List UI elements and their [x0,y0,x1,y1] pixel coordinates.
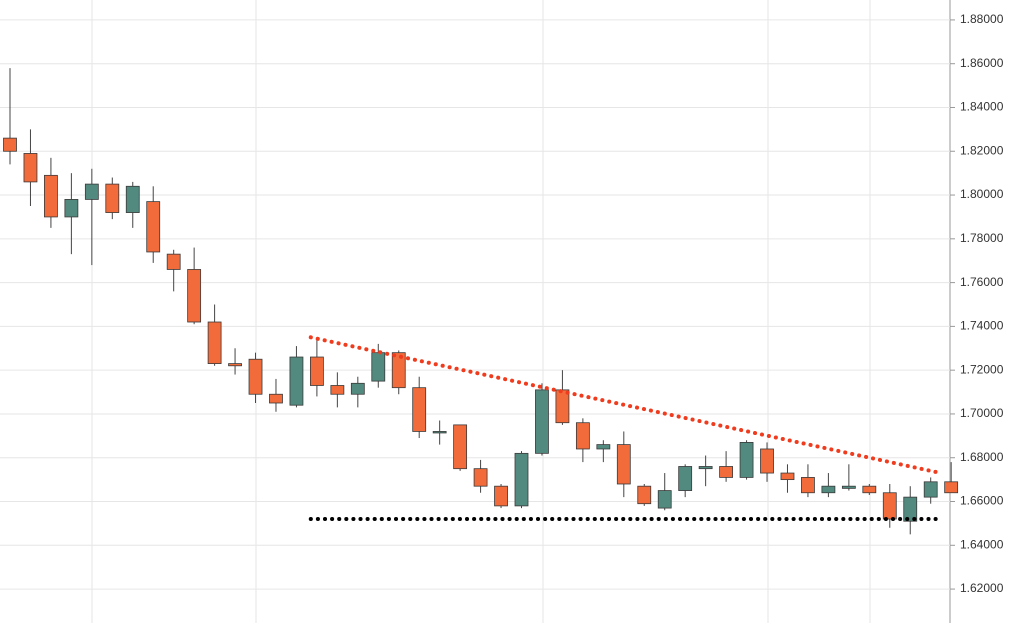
candle-body [207,321,222,364]
y-tick-label: 1.84000 [960,100,1004,114]
y-tick-label: 1.86000 [960,56,1004,70]
candle-body [535,389,549,454]
candle-body [657,490,672,509]
y-tick-label: 1.78000 [960,231,1004,245]
candle-body [166,253,181,270]
y-tick-label: 1.66000 [960,494,1004,508]
candle-body [269,393,283,404]
candle-body [903,496,918,522]
candle-body [596,444,611,450]
candle-body [84,183,99,200]
candle-body [698,466,713,470]
y-tick-label: 1.80000 [960,187,1004,201]
y-tick-label: 1.82000 [960,143,1004,157]
y-tick-label: 1.62000 [960,581,1004,595]
candle-body [616,444,631,485]
candle-body [289,356,304,406]
candle-body [412,387,427,432]
candle-body [3,137,17,152]
candle-body [391,352,406,389]
candle-body [575,422,590,450]
candle-body [432,431,447,434]
candle-body [494,485,508,507]
candle-body [248,358,263,395]
y-tick-label: 1.88000 [960,12,1004,26]
candle-body [719,466,733,478]
candle-body [105,183,120,213]
candle-body [23,153,38,183]
y-tick-label: 1.68000 [960,450,1004,464]
candle-body [514,452,529,507]
candle-body [228,363,242,367]
y-tick-label: 1.76000 [960,275,1004,289]
candle-body [923,481,938,498]
candle-body [678,466,693,491]
candle-body [780,472,795,481]
candle-body [637,485,652,505]
candle-body [309,356,324,386]
trend-line [308,335,943,476]
candle-body [125,185,140,213]
candle-body [453,424,468,470]
candle-body [64,199,79,218]
candle-body [350,382,365,395]
x-grid [91,0,871,623]
candle-body [473,468,488,487]
candle-body [44,174,58,218]
y-tick-label: 1.72000 [960,362,1004,376]
candle-body [555,389,570,424]
candle-body [739,442,754,478]
candle-body [371,352,386,382]
y-tick-label: 1.64000 [960,537,1004,551]
candle-body [146,201,161,253]
candle-body [801,477,815,494]
candle-body [187,269,202,323]
candle-body [882,492,897,520]
candle-body [841,485,856,489]
y-tick-label: 1.70000 [960,406,1004,420]
y-tick-label: 1.74000 [960,319,1004,333]
candle-body [944,481,959,494]
candle-body [330,385,345,395]
candle-body [760,448,774,474]
candle-body [862,485,877,494]
candle-body [821,485,836,494]
